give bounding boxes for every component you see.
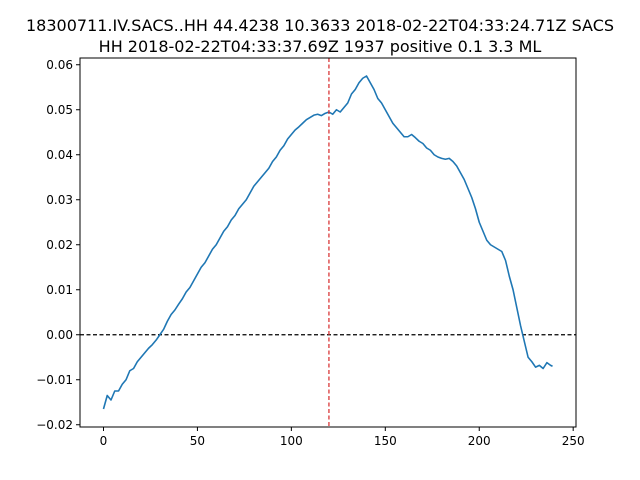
x-tick-label: 250	[562, 434, 585, 448]
axes-group: 0 50 100 150 200 250 −0.02 −0.01 0.00 0.01 0.02 0.0…	[36, 57, 585, 448]
y-tick-label: −0.01	[36, 373, 73, 387]
y-tick-label: 0.00	[46, 328, 73, 342]
plot-frame	[79, 57, 577, 428]
x-tick-label: 100	[280, 434, 303, 448]
chart-title-line-2: HH 2018-02-22T04:33:37.69Z 1937 positive…	[98, 37, 542, 56]
series-line	[102, 75, 553, 410]
y-tick-label: 0.06	[46, 58, 73, 72]
y-tick-label: −0.02	[36, 418, 73, 432]
y-tick-label: 0.03	[46, 193, 73, 207]
y-tick-label: 0.02	[46, 238, 73, 252]
chart-title-line-1: 18300711.IV.SACS..HH 44.4238 10.3633 201…	[25, 16, 615, 35]
x-tick-label: 0	[100, 434, 108, 448]
x-tick-label: 150	[374, 434, 397, 448]
y-tick-label: 0.01	[46, 283, 73, 297]
y-tick-label: 0.05	[46, 103, 73, 117]
x-tick-label: 50	[190, 434, 205, 448]
x-tick-label: 200	[468, 434, 491, 448]
y-tick-label: 0.04	[46, 148, 73, 162]
